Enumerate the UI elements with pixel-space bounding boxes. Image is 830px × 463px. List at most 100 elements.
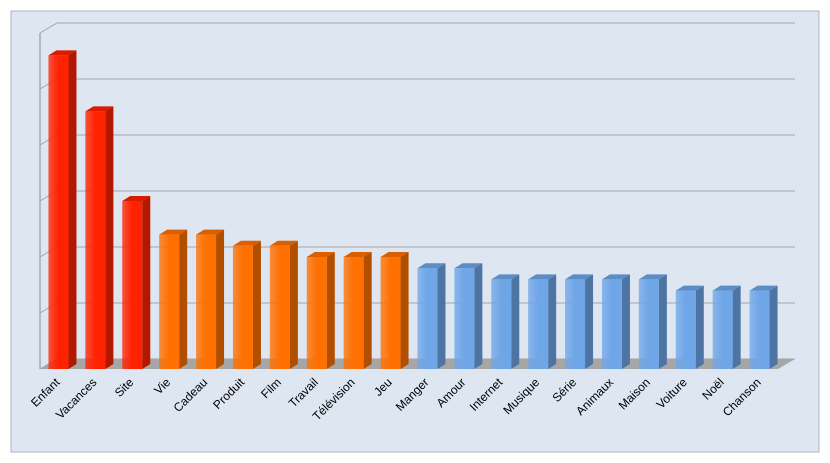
bar-top bbox=[159, 229, 188, 235]
bar-top-shade bbox=[343, 252, 372, 257]
bar-side bbox=[289, 240, 298, 369]
bar bbox=[343, 257, 364, 369]
bar-side-shade bbox=[695, 285, 704, 369]
bar-side bbox=[548, 274, 557, 369]
bar-side-shade bbox=[363, 252, 372, 369]
bar-top-shade bbox=[675, 285, 704, 291]
bar-side bbox=[252, 240, 261, 369]
bar-side bbox=[658, 274, 667, 369]
bar-top-shade bbox=[380, 252, 409, 257]
bar-top-shade bbox=[601, 274, 630, 280]
bar-side bbox=[68, 50, 77, 370]
bar bbox=[565, 279, 586, 369]
bar-side bbox=[326, 252, 335, 369]
bar-side bbox=[437, 263, 446, 369]
bar-top bbox=[565, 274, 594, 280]
bar-side bbox=[105, 106, 114, 370]
bar-top bbox=[638, 274, 667, 280]
grid-line bbox=[39, 22, 795, 34]
bar bbox=[675, 290, 696, 369]
bar-top bbox=[380, 252, 409, 257]
bar-side bbox=[400, 252, 409, 369]
bar-top bbox=[675, 285, 704, 291]
bar-top-shade bbox=[232, 240, 261, 246]
bar-top-shade bbox=[122, 196, 151, 201]
bar-side-shade bbox=[437, 263, 446, 369]
bar bbox=[122, 201, 143, 369]
bar-top bbox=[269, 240, 298, 246]
bar-top-shade bbox=[85, 106, 114, 112]
bar-top-shade bbox=[48, 50, 77, 56]
bar-side-shade bbox=[289, 240, 298, 369]
bar-side bbox=[769, 285, 778, 369]
bar-side bbox=[732, 285, 741, 369]
bar-top-shade bbox=[565, 274, 594, 280]
bar-top bbox=[85, 106, 114, 112]
bar-top-shade bbox=[269, 240, 298, 246]
bar-top-shade bbox=[528, 274, 557, 280]
bar-side-shade bbox=[658, 274, 667, 369]
bar-side-shade bbox=[326, 252, 335, 369]
bar-side-shade bbox=[621, 274, 630, 369]
bar-top-shade bbox=[159, 229, 188, 235]
bar-top-shade bbox=[638, 274, 667, 280]
bar-top-shade bbox=[454, 263, 483, 269]
bar-side-shade bbox=[105, 106, 114, 370]
bar-side-shade bbox=[585, 274, 594, 369]
bar-side-shade bbox=[179, 229, 188, 369]
bar-top bbox=[491, 274, 520, 280]
bar bbox=[528, 279, 549, 369]
bar-side bbox=[511, 274, 520, 369]
bar-top bbox=[601, 274, 630, 280]
bar bbox=[196, 234, 217, 369]
bar-top-shade bbox=[306, 252, 335, 257]
bar bbox=[601, 279, 622, 369]
bar-side bbox=[142, 196, 151, 369]
bar-side bbox=[695, 285, 704, 369]
bar-top bbox=[306, 252, 335, 257]
bar-top-shade bbox=[712, 285, 741, 291]
bar bbox=[638, 279, 659, 369]
bar-side-shade bbox=[216, 229, 225, 369]
bar-side-shade bbox=[474, 263, 483, 369]
bar bbox=[454, 268, 475, 369]
bar-top-shade bbox=[749, 285, 778, 291]
bar-side-shade bbox=[732, 285, 741, 369]
bar-top bbox=[712, 285, 741, 291]
bar-top bbox=[343, 252, 372, 257]
bar-side bbox=[179, 229, 188, 369]
bar-side bbox=[474, 263, 483, 369]
bar-top-shade bbox=[491, 274, 520, 280]
bar-top-shade bbox=[417, 263, 446, 269]
bar-top bbox=[749, 285, 778, 291]
bar bbox=[306, 257, 327, 369]
bar bbox=[380, 257, 401, 369]
bar-top bbox=[48, 50, 77, 56]
bar bbox=[712, 290, 733, 369]
bar-side-shade bbox=[769, 285, 778, 369]
bar-side-shade bbox=[400, 252, 409, 369]
bar-top bbox=[196, 229, 225, 235]
bar-side-shade bbox=[68, 50, 77, 370]
bar-side bbox=[363, 252, 372, 369]
bar-top bbox=[122, 196, 151, 201]
bar-side-shade bbox=[511, 274, 520, 369]
bar-side-shade bbox=[252, 240, 261, 369]
bar-top bbox=[417, 263, 446, 269]
bar-top-shade bbox=[196, 229, 225, 235]
bar-top bbox=[232, 240, 261, 246]
bar-side bbox=[585, 274, 594, 369]
bar bbox=[269, 245, 290, 369]
bar-side-shade bbox=[548, 274, 557, 369]
bar bbox=[85, 111, 106, 370]
bar-side-shade bbox=[142, 196, 151, 369]
bar bbox=[749, 290, 770, 369]
bar-side bbox=[621, 274, 630, 369]
bar bbox=[48, 55, 69, 370]
bar bbox=[417, 268, 438, 369]
bar bbox=[159, 234, 180, 369]
bar bbox=[232, 245, 253, 369]
bar-top bbox=[528, 274, 557, 280]
bar-top bbox=[454, 263, 483, 269]
